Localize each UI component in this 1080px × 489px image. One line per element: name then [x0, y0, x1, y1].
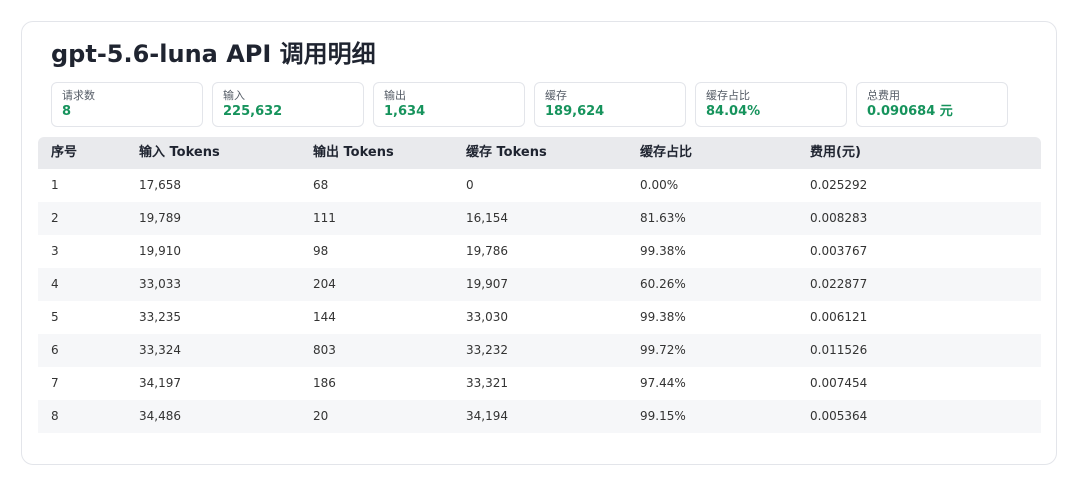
table-row: 1 17,658 68 0 0.00% 0.025292: [38, 169, 1041, 202]
table-cell: 8: [51, 409, 59, 423]
table-cell: 98: [313, 244, 329, 258]
table-cell: 0.007454: [810, 376, 868, 390]
table-cell: 0.008283: [810, 211, 868, 225]
table-cell: 60.26%: [640, 277, 686, 291]
stat-value: 84.04%: [706, 104, 761, 119]
table-cell: 20: [313, 409, 329, 423]
stat-value: 189,624: [545, 104, 605, 119]
stat-card: 输出 1,634: [373, 82, 525, 127]
table-row: 3 19,910 98 19,786 99.38% 0.003767: [38, 235, 1041, 268]
stat-card: 总费用 0.090684 元: [856, 82, 1008, 127]
table-cell: 33,321: [466, 376, 508, 390]
table-cell: 0.006121: [810, 310, 868, 324]
table-cell: 0: [466, 178, 474, 192]
stat-value: 0.090684 元: [867, 104, 953, 119]
table-cell: 81.63%: [640, 211, 686, 225]
table-cell: 19,786: [466, 244, 508, 258]
table-cell: 34,197: [139, 376, 181, 390]
table-row: 8 34,486 20 34,194 99.15% 0.005364: [38, 400, 1041, 433]
stat-card: 缓存 189,624: [534, 82, 686, 127]
table-cell: 0.011526: [810, 343, 868, 357]
table-cell: 0.003767: [810, 244, 868, 258]
table-cell: 803: [313, 343, 336, 357]
stat-value: 8: [62, 104, 72, 119]
table-cell: 0.00%: [640, 178, 679, 192]
stat-label: 输出: [384, 89, 406, 102]
table-cell: 0.022877: [810, 277, 868, 291]
table-row: 2 19,789 111 16,154 81.63% 0.008283: [38, 202, 1041, 235]
table-cell: 0.025292: [810, 178, 868, 192]
stat-label: 输入: [223, 89, 245, 102]
table-cell: 4: [51, 277, 59, 291]
stat-value: 1,634: [384, 104, 426, 119]
table-cell: 5: [51, 310, 59, 324]
table-cell: 7: [51, 376, 59, 390]
table-header: 序号 输入 Tokens 输出 Tokens 缓存 Tokens 缓存占比 费用(元): [38, 137, 1041, 169]
table-cell: 19,910: [139, 244, 181, 258]
column-header: 缓存 Tokens: [466, 145, 547, 160]
title: gpt-5.6-luna API 调用明细: [51, 40, 376, 68]
stat-card: 缓存占比 84.04%: [695, 82, 847, 127]
table-cell: 33,232: [466, 343, 508, 357]
table-cell: 97.44%: [640, 376, 686, 390]
column-header: 费用(元): [810, 145, 861, 160]
table-row: 5 33,235 144 33,030 99.38% 0.006121: [38, 301, 1041, 334]
table-cell: 3: [51, 244, 59, 258]
stat-label: 缓存占比: [706, 89, 750, 102]
table-cell: 111: [313, 211, 336, 225]
table-cell: 19,789: [139, 211, 181, 225]
table-cell: 99.15%: [640, 409, 686, 423]
column-header: 序号: [51, 145, 78, 160]
table-row: 4 33,033 204 19,907 60.26% 0.022877: [38, 268, 1041, 301]
table-cell: 68: [313, 178, 329, 192]
stat-card: 请求数 8: [51, 82, 203, 127]
table-cell: 204: [313, 277, 336, 291]
stat-label: 缓存: [545, 89, 567, 102]
table-cell: 99.38%: [640, 244, 686, 258]
column-header: 输入 Tokens: [139, 145, 220, 160]
column-header: 输出 Tokens: [313, 145, 394, 160]
table-cell: 0.005364: [810, 409, 868, 423]
table-cell: 19,907: [466, 277, 508, 291]
stat-label: 总费用: [867, 89, 900, 102]
table-cell: 6: [51, 343, 59, 357]
table-cell: 34,486: [139, 409, 181, 423]
table-cell: 144: [313, 310, 336, 324]
stat-card: 输入 225,632: [212, 82, 364, 127]
table-cell: 99.72%: [640, 343, 686, 357]
stat-value: 225,632: [223, 104, 283, 119]
table-cell: 33,324: [139, 343, 181, 357]
table-cell: 186: [313, 376, 336, 390]
table-cell: 1: [51, 178, 59, 192]
table-cell: 17,658: [139, 178, 181, 192]
table-cell: 34,194: [466, 409, 508, 423]
stat-label: 请求数: [62, 89, 95, 102]
panel: [21, 21, 1057, 465]
table-row: 7 34,197 186 33,321 97.44% 0.007454: [38, 367, 1041, 400]
column-header: 缓存占比: [640, 145, 693, 160]
table-cell: 16,154: [466, 211, 508, 225]
table-cell: 33,030: [466, 310, 508, 324]
table-cell: 33,033: [139, 277, 181, 291]
table-cell: 2: [51, 211, 59, 225]
table-cell: 99.38%: [640, 310, 686, 324]
table-row: 6 33,324 803 33,232 99.72% 0.011526: [38, 334, 1041, 367]
table-cell: 33,235: [139, 310, 181, 324]
